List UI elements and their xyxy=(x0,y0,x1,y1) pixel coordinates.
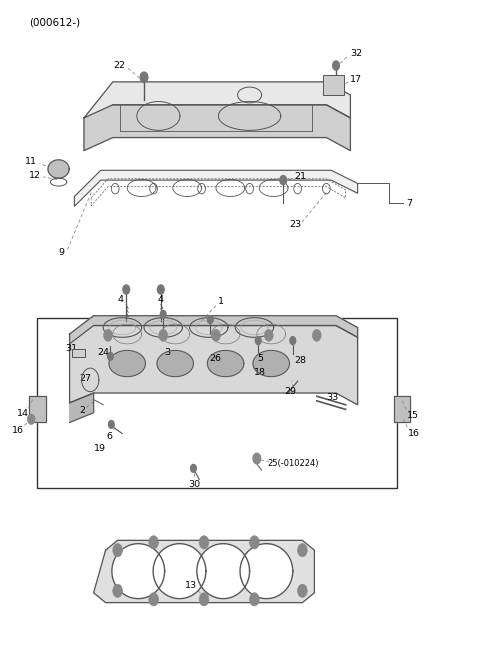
Text: 14: 14 xyxy=(17,409,29,419)
Text: 16: 16 xyxy=(12,426,24,435)
Text: 31: 31 xyxy=(65,344,77,353)
Text: 32: 32 xyxy=(350,49,362,58)
Circle shape xyxy=(212,329,220,341)
Circle shape xyxy=(149,593,158,606)
Text: 21: 21 xyxy=(294,172,306,181)
Text: 28: 28 xyxy=(294,356,306,365)
Circle shape xyxy=(298,544,307,557)
Circle shape xyxy=(199,536,209,549)
Text: 17: 17 xyxy=(350,75,362,84)
Text: 25(-010224): 25(-010224) xyxy=(267,459,319,468)
Text: 12: 12 xyxy=(28,171,40,180)
Circle shape xyxy=(140,72,148,83)
Circle shape xyxy=(199,593,209,606)
Text: 13: 13 xyxy=(185,581,197,590)
Circle shape xyxy=(253,453,261,464)
Text: 5: 5 xyxy=(257,354,263,364)
Text: 7: 7 xyxy=(406,198,412,208)
Text: 3: 3 xyxy=(164,348,170,357)
Text: 16: 16 xyxy=(408,429,420,438)
Text: 33: 33 xyxy=(326,393,338,402)
Text: 22: 22 xyxy=(113,61,125,70)
Circle shape xyxy=(160,310,166,318)
Polygon shape xyxy=(48,160,69,178)
Circle shape xyxy=(113,584,122,597)
Circle shape xyxy=(108,352,113,360)
Polygon shape xyxy=(70,316,358,344)
Text: 23: 23 xyxy=(289,220,301,229)
Text: (000612-): (000612-) xyxy=(29,18,80,28)
Text: 11: 11 xyxy=(25,157,37,166)
Text: 26: 26 xyxy=(209,354,221,364)
Polygon shape xyxy=(70,393,94,422)
Circle shape xyxy=(264,329,273,341)
Circle shape xyxy=(123,285,130,294)
Circle shape xyxy=(27,414,35,424)
Text: 29: 29 xyxy=(284,386,296,396)
Polygon shape xyxy=(153,544,206,599)
Text: 9: 9 xyxy=(58,248,64,257)
Text: 24: 24 xyxy=(97,348,109,357)
Text: 2: 2 xyxy=(80,406,85,415)
Polygon shape xyxy=(109,350,145,377)
Text: 18: 18 xyxy=(254,367,266,377)
FancyBboxPatch shape xyxy=(323,75,344,95)
Polygon shape xyxy=(253,350,289,377)
Circle shape xyxy=(250,536,259,549)
Text: 15: 15 xyxy=(407,411,419,421)
Circle shape xyxy=(255,337,261,345)
Circle shape xyxy=(104,329,112,341)
Text: 27: 27 xyxy=(79,374,91,383)
Circle shape xyxy=(298,584,307,597)
Polygon shape xyxy=(112,544,165,599)
Text: 4: 4 xyxy=(117,295,123,305)
Polygon shape xyxy=(84,105,350,151)
Circle shape xyxy=(108,421,114,428)
Polygon shape xyxy=(197,544,250,599)
Polygon shape xyxy=(74,170,358,206)
Circle shape xyxy=(280,176,287,185)
Polygon shape xyxy=(207,350,244,377)
Text: 6: 6 xyxy=(107,432,112,441)
Circle shape xyxy=(157,285,164,294)
Circle shape xyxy=(149,536,158,549)
Polygon shape xyxy=(29,396,46,422)
Circle shape xyxy=(159,329,168,341)
Text: 19: 19 xyxy=(94,444,106,453)
Circle shape xyxy=(290,337,296,345)
FancyBboxPatch shape xyxy=(72,349,85,357)
Text: 4: 4 xyxy=(158,295,164,305)
Circle shape xyxy=(207,316,213,324)
Circle shape xyxy=(191,464,196,472)
Polygon shape xyxy=(394,396,410,422)
Circle shape xyxy=(250,593,259,606)
Polygon shape xyxy=(240,544,293,599)
Circle shape xyxy=(113,544,122,557)
Text: 30: 30 xyxy=(188,480,201,489)
Text: 1: 1 xyxy=(218,297,224,306)
Polygon shape xyxy=(94,540,314,603)
Circle shape xyxy=(333,61,339,70)
Polygon shape xyxy=(84,82,350,118)
Polygon shape xyxy=(157,350,193,377)
FancyBboxPatch shape xyxy=(37,318,397,488)
Polygon shape xyxy=(70,326,358,405)
Circle shape xyxy=(312,329,321,341)
